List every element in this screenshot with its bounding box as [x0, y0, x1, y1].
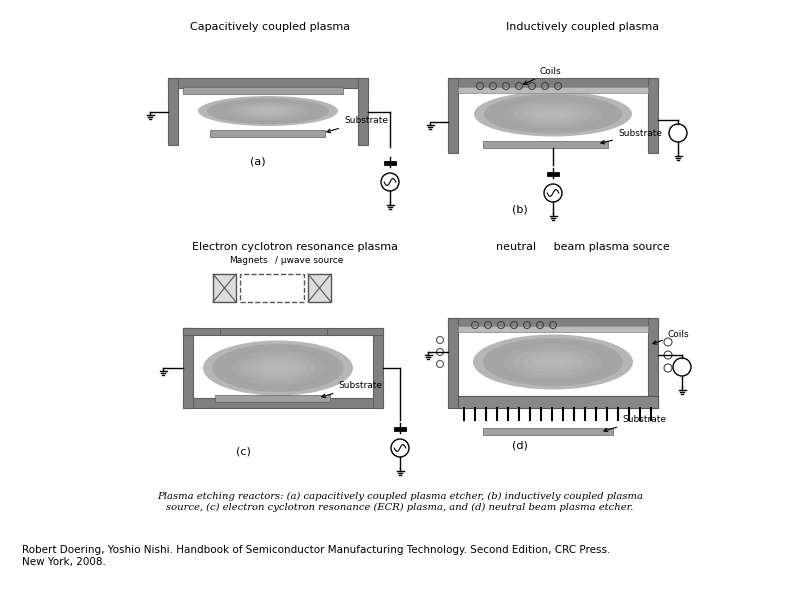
- Ellipse shape: [533, 355, 573, 369]
- Bar: [183, 87, 343, 94]
- Ellipse shape: [503, 345, 603, 379]
- Ellipse shape: [493, 341, 613, 383]
- Bar: [373, 328, 383, 408]
- Bar: [183, 328, 193, 335]
- Ellipse shape: [250, 107, 286, 115]
- Text: Coils: Coils: [653, 330, 690, 344]
- Ellipse shape: [473, 335, 633, 389]
- Ellipse shape: [543, 359, 563, 365]
- Text: (a): (a): [250, 157, 266, 167]
- Ellipse shape: [242, 106, 294, 116]
- Ellipse shape: [198, 96, 338, 126]
- Text: (b): (b): [512, 205, 528, 215]
- Text: neutral     beam plasma source: neutral beam plasma source: [496, 242, 670, 252]
- Text: Substrate: Substrate: [604, 415, 666, 431]
- Bar: [648, 78, 658, 153]
- Ellipse shape: [523, 352, 583, 373]
- Bar: [648, 318, 658, 408]
- Text: Substrate: Substrate: [327, 116, 388, 133]
- Bar: [483, 141, 608, 148]
- Ellipse shape: [483, 338, 623, 386]
- Ellipse shape: [259, 361, 297, 375]
- Bar: [358, 78, 368, 145]
- Ellipse shape: [212, 344, 344, 392]
- Text: (c): (c): [235, 447, 250, 457]
- Ellipse shape: [224, 101, 312, 121]
- Text: Plasma etching reactors: (a) capacitively coupled plasma etcher, (b) inductively: Plasma etching reactors: (a) capacitivel…: [157, 492, 643, 512]
- Ellipse shape: [206, 98, 330, 124]
- Text: Substrate: Substrate: [322, 381, 382, 398]
- Text: Magnets: Magnets: [229, 256, 267, 265]
- Ellipse shape: [534, 109, 573, 119]
- Bar: [210, 130, 325, 137]
- Ellipse shape: [543, 111, 563, 117]
- Ellipse shape: [504, 100, 602, 128]
- Ellipse shape: [513, 348, 593, 376]
- Text: Substrate: Substrate: [601, 129, 662, 144]
- Bar: [168, 78, 178, 145]
- Ellipse shape: [269, 365, 287, 371]
- Ellipse shape: [474, 91, 632, 136]
- Bar: [183, 328, 220, 335]
- Bar: [183, 328, 193, 408]
- Text: Capacitively coupled plasma: Capacitively coupled plasma: [190, 22, 350, 32]
- Text: Electron cyclotron resonance plasma: Electron cyclotron resonance plasma: [192, 242, 398, 252]
- Ellipse shape: [514, 103, 593, 125]
- Text: / μwave source: / μwave source: [275, 256, 343, 265]
- Bar: [448, 318, 658, 328]
- Bar: [483, 428, 613, 435]
- Ellipse shape: [233, 103, 303, 118]
- Ellipse shape: [203, 340, 353, 395]
- Bar: [448, 78, 458, 153]
- Bar: [240, 274, 304, 302]
- Bar: [220, 328, 330, 335]
- Text: Robert Doering, Yoshio Nishi. Handbook of Semiconductor Manufacturing Technology: Robert Doering, Yoshio Nishi. Handbook o…: [22, 545, 610, 566]
- Ellipse shape: [259, 109, 277, 113]
- Text: Inductively coupled plasma: Inductively coupled plasma: [506, 22, 659, 32]
- Ellipse shape: [484, 94, 622, 134]
- Text: Coils: Coils: [524, 67, 562, 85]
- Ellipse shape: [215, 100, 321, 122]
- Ellipse shape: [222, 347, 334, 389]
- Bar: [213, 274, 236, 302]
- Bar: [183, 398, 383, 408]
- Ellipse shape: [250, 358, 306, 379]
- Bar: [168, 78, 368, 88]
- Ellipse shape: [494, 97, 612, 131]
- Bar: [448, 78, 658, 88]
- Ellipse shape: [231, 351, 325, 385]
- Bar: [458, 396, 658, 408]
- Bar: [327, 328, 383, 335]
- Bar: [308, 274, 331, 302]
- Ellipse shape: [241, 354, 315, 382]
- Text: (d): (d): [512, 440, 528, 450]
- Bar: [448, 318, 458, 408]
- Bar: [215, 395, 330, 402]
- Bar: [458, 87, 648, 93]
- Bar: [458, 326, 648, 332]
- Ellipse shape: [523, 106, 582, 122]
